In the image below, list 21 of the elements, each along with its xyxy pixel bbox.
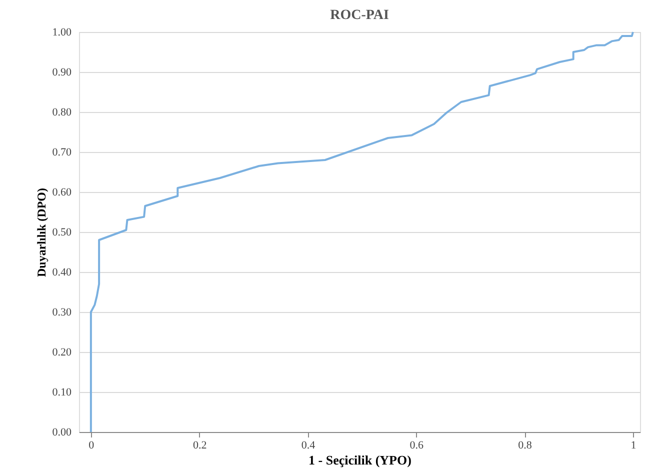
x-tick-label: 0.4	[301, 440, 316, 452]
y-tick-label: 0.60	[52, 186, 72, 198]
y-tick-label: 0.40	[52, 266, 72, 278]
y-tick-label: 0.30	[52, 306, 72, 318]
y-tick-label: 0.10	[52, 386, 72, 398]
x-tick-label: 0	[88, 440, 95, 452]
x-tick-label: 0.6	[410, 440, 424, 452]
line-series	[90, 31, 634, 433]
x-tick-label: 0.8	[518, 440, 532, 452]
y-tick-label: 0.20	[52, 346, 72, 358]
x-axis-title: 1 - Seçicilik (YPO)	[308, 452, 412, 468]
y-tick-label: 1.00	[52, 26, 72, 38]
y-tick-label: 0.00	[52, 426, 72, 438]
x-tick-label: 1	[630, 440, 636, 452]
x-tick-label: 0.2	[192, 440, 207, 452]
y-tick-label: 0.70	[52, 146, 72, 158]
y-tick-label: 0.90	[52, 66, 72, 78]
y-axis-title: Duyarlılık (DPO)	[34, 188, 48, 277]
chart-title: ROC-PAI	[330, 8, 389, 23]
y-tick-label: 0.80	[52, 106, 72, 118]
y-tick-label: 0.50	[52, 226, 72, 238]
